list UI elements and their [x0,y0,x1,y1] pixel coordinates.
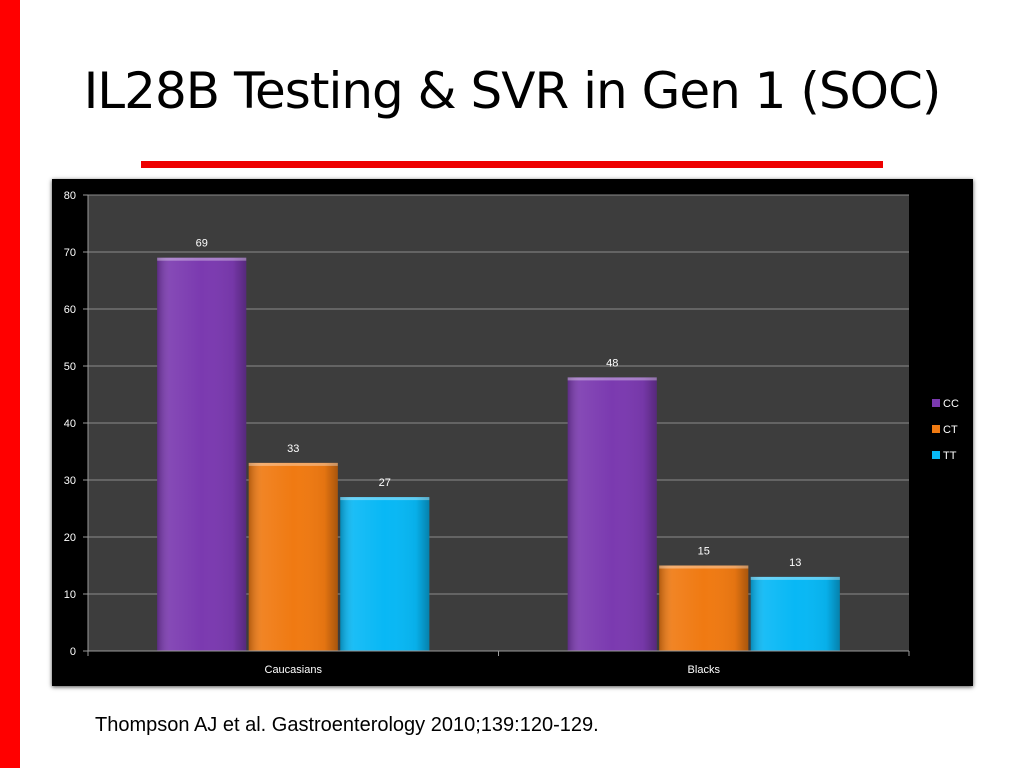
data-label: 48 [606,357,618,369]
legend-swatch-ct [932,425,940,433]
x-tick-label: Caucasians [265,664,323,676]
legend-swatch-tt [932,451,940,459]
y-tick-label: 10 [64,589,76,601]
bar-shading [157,257,247,651]
y-tick-label: 40 [64,418,76,430]
bar-top-highlight [248,462,338,466]
bar-top-highlight [157,257,247,261]
title-underline [141,161,883,168]
y-tick-label: 60 [64,304,76,316]
bar-top-highlight [567,377,657,381]
red-side-bar [0,0,20,768]
bar-shading [659,565,749,651]
y-tick-label: 50 [64,361,76,373]
data-label: 13 [789,557,801,569]
data-label: 69 [196,238,208,250]
bar-top-highlight [750,576,840,580]
y-tick-label: 30 [64,475,76,487]
legend-swatch-cc [932,399,940,407]
chart-panel: 69 33 27 48 15 13 0 10 20 30 40 50 60 70 80 Caucasians… [52,179,973,686]
legend-label-tt: TT [943,450,957,462]
y-tick-label: 80 [64,190,76,202]
bar-shading [248,462,338,651]
bar-top-highlight [659,565,749,569]
data-label: 15 [698,546,710,558]
data-label: 27 [379,477,391,489]
y-tick-label: 20 [64,532,76,544]
bar-chart: 69 33 27 48 15 13 0 10 20 30 40 50 60 70 80 Caucasians… [64,190,959,676]
bar-shading [567,377,657,651]
legend-label-cc: CC [943,398,959,410]
data-label: 33 [287,443,299,455]
slide-title: IL28B Testing & SVR in Gen 1 (SOC) [83,62,942,120]
bar-shading [750,576,840,651]
bar-top-highlight [340,497,430,501]
bar-shading [340,497,430,651]
legend-label-ct: CT [943,424,958,436]
x-tick-label: Blacks [688,664,721,676]
y-tick-label: 0 [70,646,76,658]
y-tick-label: 70 [64,247,76,259]
citation: Thompson AJ et al. Gastroenterology 2010… [95,714,599,736]
